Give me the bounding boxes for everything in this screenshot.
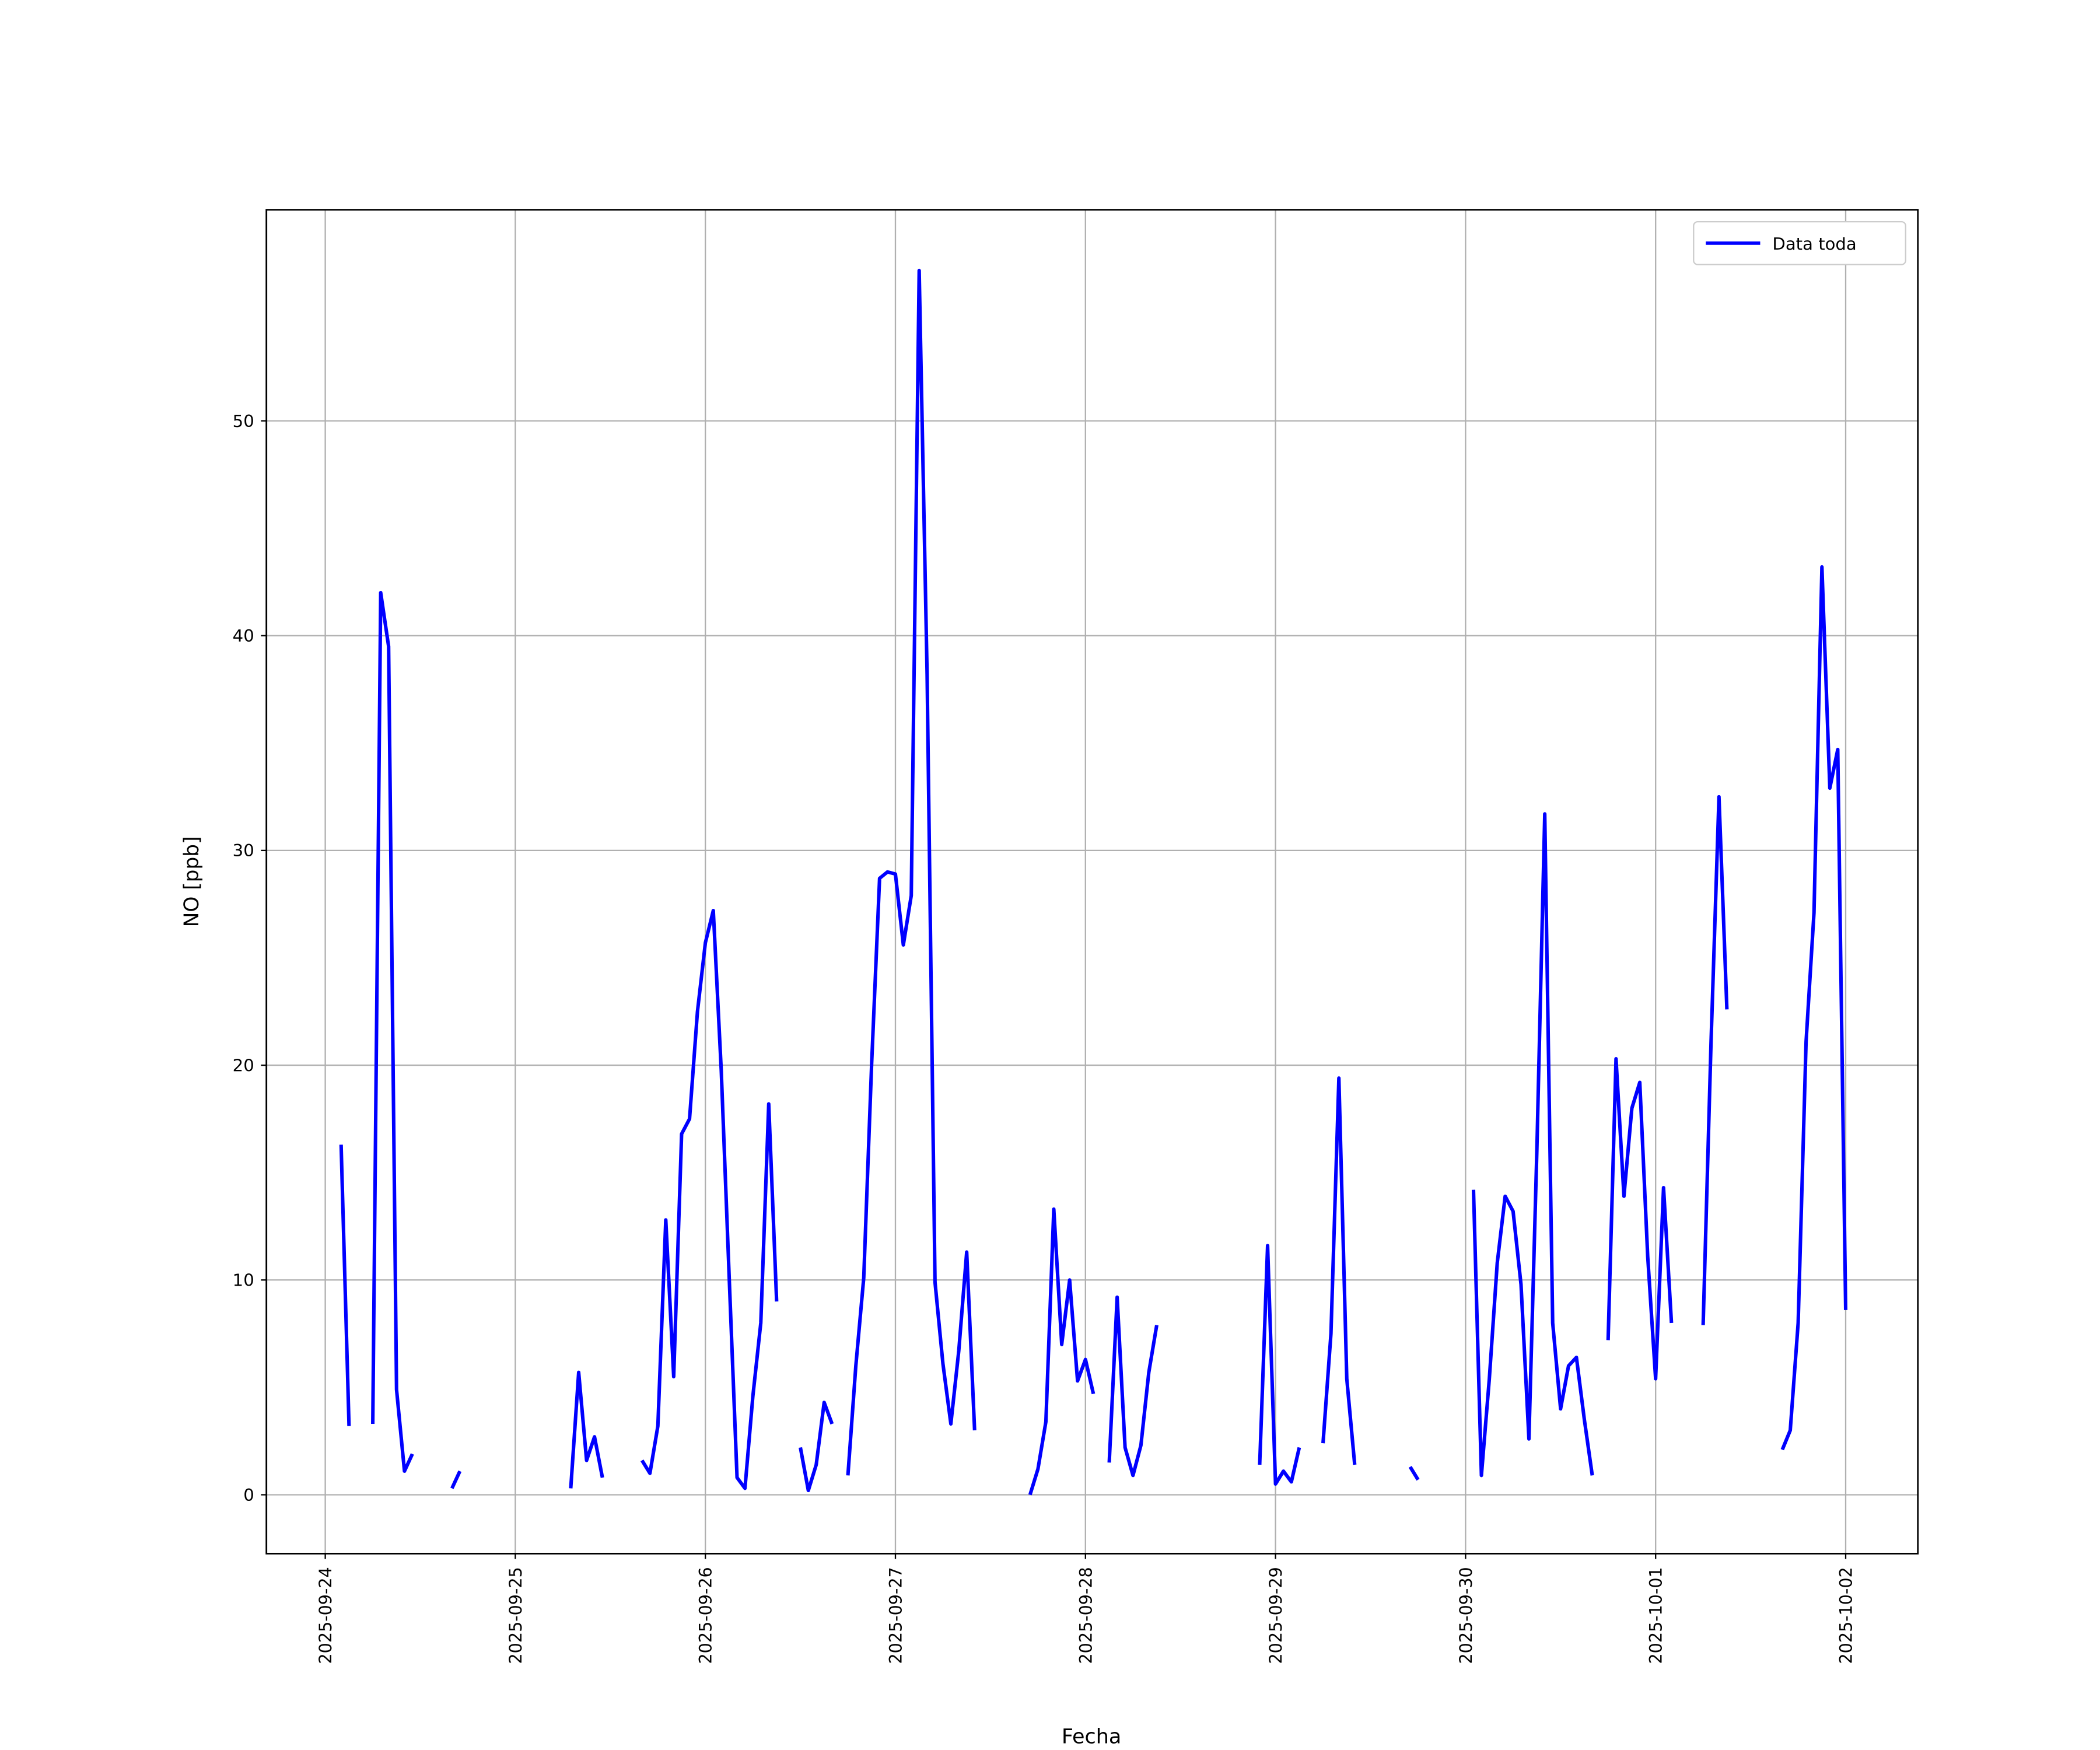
x-tick-label: 2025-09-24 bbox=[316, 1567, 335, 1664]
y-axis-label: NO [ppb] bbox=[180, 836, 204, 928]
data-line bbox=[339, 268, 1848, 1496]
x-tick-label: 2025-09-28 bbox=[1076, 1567, 1096, 1664]
y-tick-label: 30 bbox=[233, 841, 254, 860]
legend-box bbox=[1693, 221, 1906, 265]
y-tick-label: 20 bbox=[233, 1056, 254, 1076]
y-tick-label: 0 bbox=[243, 1485, 254, 1505]
x-tick-label: 2025-10-01 bbox=[1646, 1567, 1665, 1664]
x-tick-label: 2025-10-02 bbox=[1836, 1567, 1856, 1664]
legend: Data toda bbox=[1693, 221, 1906, 265]
y-tick-label: 10 bbox=[233, 1270, 254, 1290]
plot-frame bbox=[265, 209, 1919, 1555]
x-tick-label: 2025-09-25 bbox=[506, 1567, 526, 1664]
x-axis-label: Fecha bbox=[1062, 1726, 1121, 1749]
y-tick-label: 40 bbox=[233, 626, 254, 646]
legend-label: Data toda bbox=[1772, 234, 1856, 254]
x-tick-label: 2025-09-29 bbox=[1266, 1567, 1286, 1664]
y-tick-label: 50 bbox=[233, 411, 254, 431]
x-tick-label: 2025-09-27 bbox=[886, 1567, 905, 1664]
x-tick-label: 2025-09-26 bbox=[695, 1567, 715, 1664]
x-tick-label: 2025-09-30 bbox=[1456, 1567, 1476, 1664]
